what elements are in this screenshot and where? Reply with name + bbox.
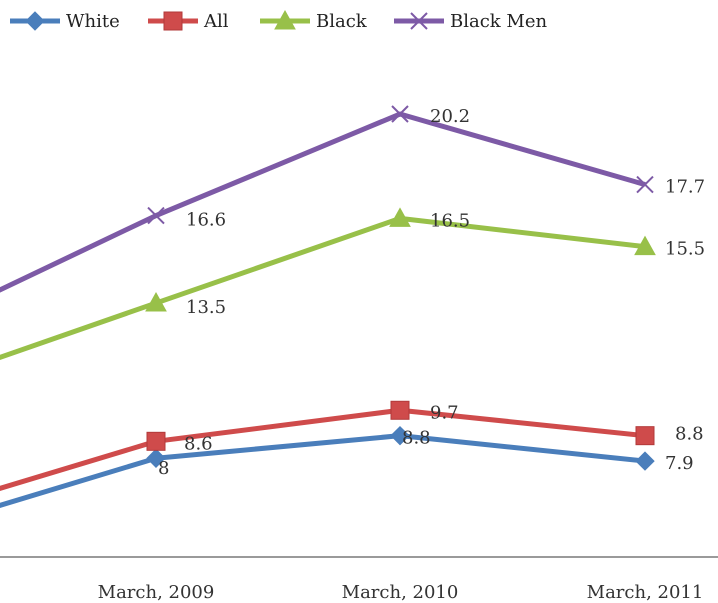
legend-item-black-men: Black Men — [394, 11, 548, 32]
series-line-black — [0, 215, 646, 361]
data-label-white-1: 8 — [158, 458, 169, 479]
data-label-black-2: 16.5 — [430, 210, 470, 231]
x-tick-label-3: March, 2011 — [587, 582, 704, 603]
series-line-all — [0, 407, 646, 492]
data-label-black-1: 13.5 — [186, 297, 226, 318]
data-label-black-3: 15.5 — [665, 239, 705, 260]
legend-marker-all — [163, 11, 183, 31]
data-label-black-men-3: 17.7 — [665, 177, 705, 198]
series-all: 8.6 9.7 8.8 — [0, 400, 704, 492]
data-label-white-2: 8.8 — [402, 428, 431, 449]
point-black-men-3 — [636, 175, 654, 194]
point-black-men-1 — [147, 206, 165, 225]
legend-item-white: White — [10, 11, 120, 32]
legend-label-black-men: Black Men — [450, 11, 548, 32]
x-tick-label-2: March, 2010 — [342, 582, 459, 603]
data-label-white-3: 7.9 — [665, 453, 694, 474]
series-line-black-men — [0, 111, 646, 293]
legend-marker-black-men — [410, 12, 428, 30]
series-black-men: 16.6 20.2 17.7 — [0, 105, 705, 293]
point-white-1 — [146, 448, 166, 468]
legend-marker-white — [25, 11, 45, 31]
legend-label-white: White — [66, 11, 120, 32]
legend-item-all: All — [148, 11, 229, 32]
data-label-all-3: 8.8 — [675, 424, 704, 445]
series-white: 8 8.8 7.9 — [0, 425, 694, 508]
data-label-all-1: 8.6 — [184, 433, 213, 454]
legend-label-all: All — [203, 11, 229, 32]
plot-area: 8 8.8 7.9 8.6 9.7 8.8 13.5 16.5 15.5 16.6 20.2 17.7 — [0, 105, 705, 508]
legend: White All Black Black Men — [10, 9, 548, 32]
point-all-2 — [390, 400, 410, 420]
legend-item-black: Black — [260, 9, 368, 32]
point-black-3 — [634, 235, 656, 256]
legend-marker-black — [274, 9, 296, 30]
x-axis-ticks: March, 2009 March, 2010 March, 2011 — [98, 582, 704, 603]
x-tick-label-1: March, 2009 — [98, 582, 215, 603]
series-black: 13.5 16.5 15.5 — [0, 207, 705, 361]
point-white-3 — [635, 451, 655, 471]
data-label-black-men-2: 20.2 — [430, 106, 470, 127]
point-black-2 — [389, 207, 411, 227]
series-line-white — [0, 433, 646, 508]
point-white-2 — [390, 425, 410, 446]
legend-label-black: Black — [316, 11, 368, 32]
data-label-black-men-1: 16.6 — [186, 210, 226, 231]
point-black-men-2 — [391, 105, 409, 123]
point-black-1 — [145, 292, 167, 312]
point-all-1 — [146, 431, 166, 451]
data-label-all-2: 9.7 — [430, 402, 459, 423]
point-all-3 — [635, 426, 655, 446]
